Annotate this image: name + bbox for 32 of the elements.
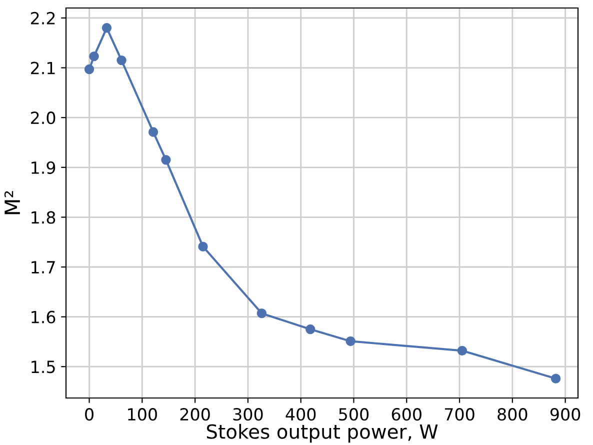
y-tick-label: 1.8 [32, 211, 56, 224]
point [346, 336, 356, 346]
x-axis-title: Stokes output power, W [206, 424, 438, 443]
point [116, 55, 126, 66]
x-tick-label: 400 [286, 408, 316, 421]
x-tick-label: 900 [550, 408, 580, 421]
y-tick-label: 1.7 [32, 261, 55, 274]
point [148, 127, 158, 137]
x-tick-label: 500 [339, 408, 369, 421]
x-tick-label: 700 [444, 408, 474, 421]
point [161, 155, 171, 165]
x-tick-label: 100 [128, 408, 157, 421]
y-tick-label: 2.2 [30, 12, 55, 24]
x-tick-label: 200 [180, 408, 210, 421]
point [102, 23, 112, 33]
x-tick-label: 800 [498, 408, 528, 421]
x-tick-label: 300 [233, 408, 263, 421]
y-tick-label: 1.9 [32, 161, 56, 174]
y-tick-label: 2.1 [30, 62, 55, 74]
point [89, 51, 99, 62]
y-tick-label: 2.0 [30, 112, 56, 124]
point [306, 324, 316, 334]
y-tick-label: 1.6 [32, 310, 56, 324]
x-tick-label: 600 [392, 408, 422, 421]
point [84, 64, 94, 74]
point [198, 242, 208, 252]
point [256, 308, 267, 318]
x-tick-label: 0 [85, 408, 94, 421]
point [457, 346, 468, 356]
point [550, 374, 561, 384]
y-axis-title: M² [4, 191, 20, 214]
y-tick-label: 1.5 [32, 360, 55, 374]
